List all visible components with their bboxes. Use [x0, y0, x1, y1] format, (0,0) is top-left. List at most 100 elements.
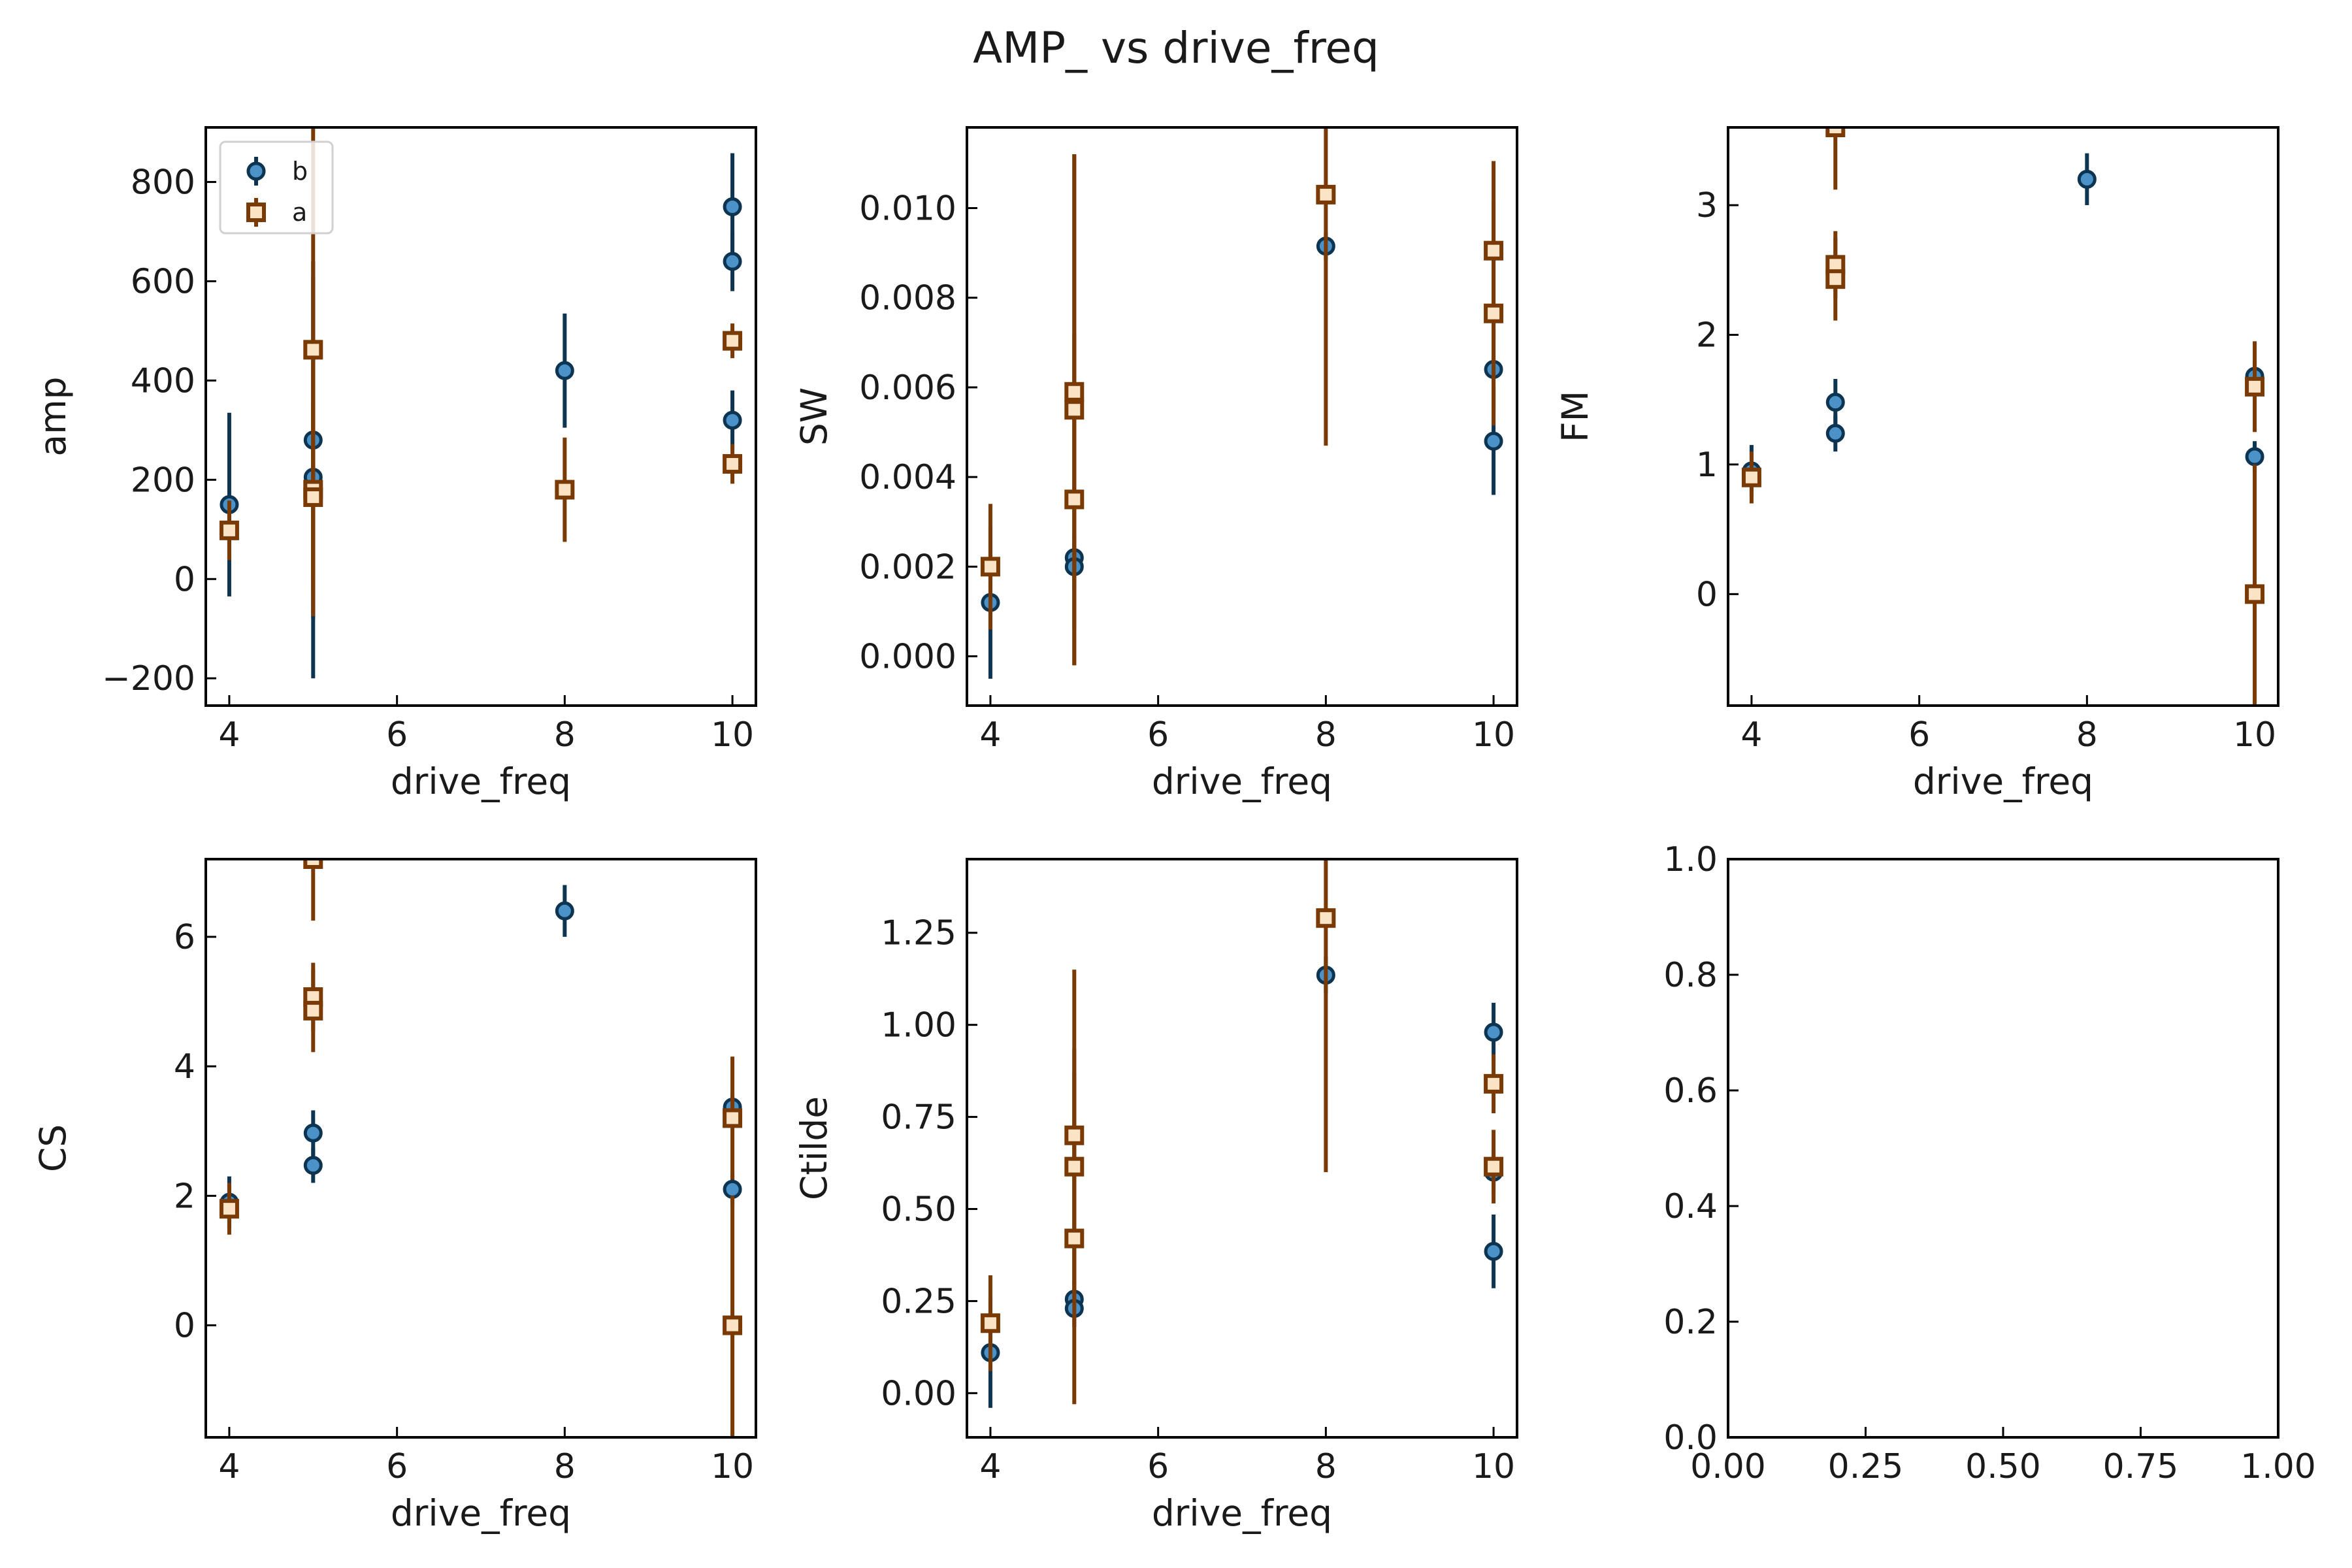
- axes-frame: [204, 126, 757, 707]
- axes-frame: [966, 126, 1518, 707]
- plot-area: [967, 859, 1517, 1437]
- x-tick-label: 8: [1315, 715, 1337, 755]
- data-point-circle: [2245, 447, 2264, 466]
- legend-marker-circle: [246, 161, 266, 181]
- y-tick-label: 2: [1696, 316, 1718, 355]
- x-tick-label: 10: [711, 1447, 754, 1486]
- y-tick-label: 0.004: [859, 458, 956, 497]
- data-point-square: [1484, 240, 1504, 261]
- y-tick-label: 0.002: [859, 547, 956, 587]
- x-tick-label: 6: [386, 715, 408, 755]
- y-tick-label: 600: [131, 262, 195, 301]
- data-point-square: [2245, 584, 2265, 604]
- y-tick-label: 2: [174, 1177, 195, 1216]
- y-tick-label: 1.0: [1663, 840, 1718, 879]
- data-layer: [980, 859, 1504, 1408]
- data-point-square: [723, 454, 743, 474]
- data-point-circle: [1484, 1022, 1503, 1042]
- y-tick-label: 4: [174, 1047, 195, 1086]
- data-point-circle: [555, 361, 574, 380]
- y-tick-label: 0.25: [881, 1282, 956, 1321]
- data-point-circle: [1825, 423, 1845, 443]
- y-tick-label: 0: [174, 560, 195, 599]
- x-tick-label: 6: [386, 1447, 408, 1486]
- data-point-square: [1064, 1156, 1085, 1177]
- x-tick-label: 8: [1315, 1447, 1337, 1486]
- y-tick-label: 800: [131, 163, 195, 203]
- plot-area: [967, 127, 1517, 706]
- data-point-square: [1316, 184, 1336, 204]
- data-point-square: [1064, 1228, 1085, 1249]
- data-point-square: [555, 480, 575, 500]
- x-tick-label: 0.75: [2103, 1447, 2179, 1486]
- y-tick-label: 0.4: [1663, 1187, 1718, 1226]
- y-tick-label: 6: [174, 918, 195, 957]
- y-tick-label: 0.6: [1663, 1071, 1718, 1111]
- data-point-square: [1484, 303, 1504, 323]
- data-point-square: [303, 1000, 323, 1021]
- data-point-square: [2245, 376, 2265, 397]
- axes-frame: [1727, 858, 2279, 1439]
- series-a: [219, 859, 743, 1437]
- legend-label: b: [292, 157, 308, 186]
- subplot-6: 0.00 0.25 0.50 0.75 1.00 0.0 0.2 0.4 0.6 0.8 1.0: [1663, 840, 2316, 1486]
- data-point-square: [1825, 127, 1846, 137]
- y-tick-label: 0.00: [881, 1374, 956, 1413]
- y-tick-label: 0.0: [1663, 1418, 1718, 1458]
- x-tick-label: 10: [1472, 1447, 1515, 1486]
- data-point-square: [723, 331, 743, 351]
- x-tick-label: 0.00: [1690, 1447, 1766, 1486]
- y-tick-label: 0.000: [859, 638, 956, 677]
- y-tick-label: 200: [131, 461, 195, 500]
- x-tick-label: 4: [1740, 715, 1762, 755]
- x-axis-label: drive_freq: [1152, 1492, 1332, 1534]
- y-tick-label: 0.008: [859, 279, 956, 318]
- y-tick-label: 0.8: [1663, 956, 1718, 995]
- data-point-square: [1316, 908, 1336, 928]
- y-tick-label: 0: [1696, 575, 1718, 614]
- x-axis-label: drive_freq: [1913, 760, 2093, 802]
- data-point-circle: [303, 1123, 323, 1143]
- data-point-square: [723, 1315, 743, 1335]
- figure-title: AMP_ vs drive_freq: [973, 23, 1379, 73]
- subplot-2: 4 6 8 10 0.000 0.002 0.004 0.006 0.008 0.010 drive…: [793, 126, 1518, 802]
- legend-label: a: [292, 198, 307, 227]
- data-point-square: [1064, 382, 1085, 402]
- y-tick-label: 1.00: [881, 1006, 956, 1045]
- data-point-square: [303, 487, 323, 507]
- y-tick-label: 0: [174, 1307, 195, 1346]
- x-axis-label: drive_freq: [391, 1492, 571, 1534]
- x-tick-label: 8: [2076, 715, 2098, 755]
- y-tick-label: 0.50: [881, 1190, 956, 1230]
- data-point-circle: [1484, 431, 1503, 451]
- subplot-4: 4 6 8 10 0 2 4 6 drive_freq CS: [32, 858, 757, 1534]
- y-tick-label: 3: [1696, 186, 1718, 225]
- subplot-1: 4 6 8 10 −200 0 200 400 600 800 drive_freq amp ba: [32, 126, 757, 802]
- subplot-3: 4 6 8 10 0 1 2 3 drive_freq FM: [1554, 126, 2279, 802]
- data-point-circle: [723, 252, 742, 271]
- legend-marker-square: [246, 203, 266, 222]
- data-point-square: [1741, 467, 1761, 487]
- data-point-square: [303, 859, 323, 869]
- y-tick-label: −200: [102, 659, 195, 698]
- data-layer: [219, 859, 743, 1437]
- x-tick-label: 10: [2233, 715, 2276, 755]
- data-layer: [219, 127, 743, 679]
- data-point-square: [723, 1108, 743, 1128]
- legend: ba: [219, 140, 334, 235]
- data-point-circle: [2077, 169, 2097, 189]
- x-tick-label: 4: [218, 1447, 240, 1486]
- x-tick-label: 6: [1908, 715, 1930, 755]
- y-tick-label: 0.75: [881, 1098, 956, 1137]
- x-tick-label: 4: [979, 1447, 1001, 1486]
- series-a: [980, 859, 1504, 1405]
- data-point-square: [1064, 400, 1085, 420]
- y-tick-label: 0.2: [1663, 1303, 1718, 1342]
- data-point-circle: [723, 1179, 742, 1199]
- data-point-square: [303, 340, 323, 360]
- y-axis-label: amp: [32, 376, 74, 456]
- x-tick-label: 8: [554, 1447, 576, 1486]
- plot-area: [1728, 859, 2278, 1437]
- axes-frame: [1727, 126, 2279, 707]
